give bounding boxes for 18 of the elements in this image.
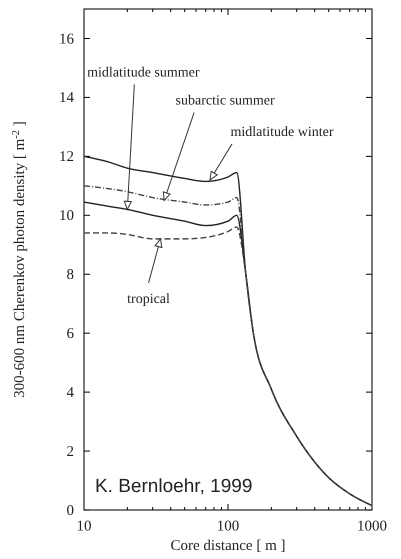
annotation: tropical — [127, 292, 170, 307]
annotation: K. Bernloehr, 1999 — [95, 476, 252, 497]
annotation: midlatitude winter — [230, 124, 334, 140]
x-tick-label: 10 — [76, 518, 92, 535]
x-axis-title: Core distance [ m ] — [170, 538, 286, 554]
y-tick-label: 10 — [59, 208, 74, 224]
y-tick-label: 8 — [66, 267, 74, 284]
y-tick-label: 14 — [59, 90, 74, 106]
x-tick-label: 100 — [216, 518, 240, 535]
annotation: subarctic summer — [176, 94, 276, 109]
x-tick-label: 1000 — [357, 518, 387, 535]
annotation: midlatitude summer — [87, 65, 200, 80]
y-tick-label: 16 — [59, 31, 74, 48]
y-tick-label: 6 — [66, 326, 74, 342]
y-tick-label: 0 — [66, 502, 74, 519]
y-tick-label: 12 — [59, 149, 74, 166]
y-tick-label: 2 — [66, 444, 74, 460]
y-tick-label: 4 — [66, 384, 74, 401]
